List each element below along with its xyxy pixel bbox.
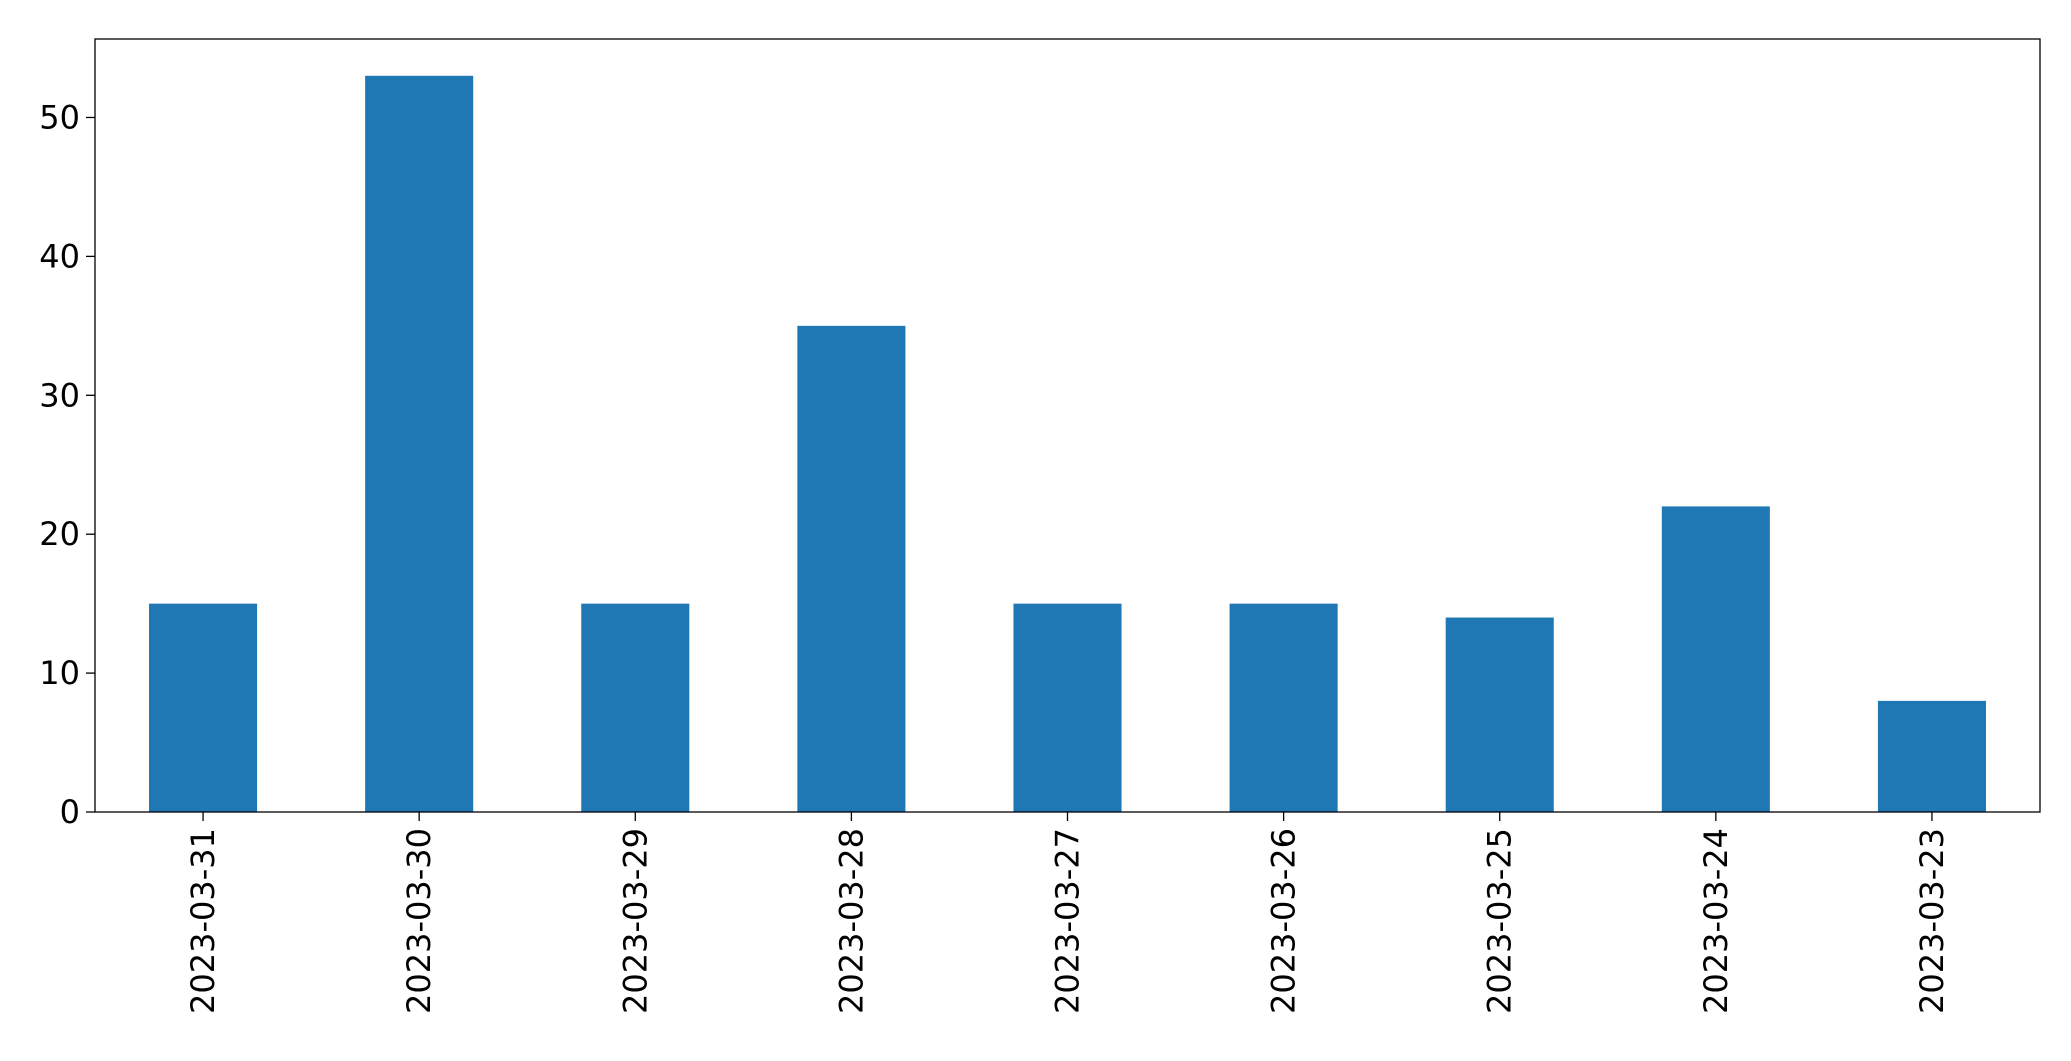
x-tick-label: 2023-03-27 xyxy=(1049,828,1087,1014)
y-tick-label: 30 xyxy=(39,376,80,414)
bar-2023-03-31 xyxy=(149,603,258,812)
y-tick-label: 40 xyxy=(39,237,80,275)
x-axis: 2023-03-31 2023-03-30 2023-03-29 2023-03-28… xyxy=(184,812,1951,1014)
bar-2023-03-25 xyxy=(1445,617,1554,812)
x-tick-label: 2023-03-29 xyxy=(616,828,654,1014)
bars-group xyxy=(149,75,1986,813)
x-tick-label: 2023-03-26 xyxy=(1265,828,1303,1014)
y-tick-label: 50 xyxy=(39,98,80,136)
y-axis: 0 10 20 30 40 50 xyxy=(39,98,95,831)
y-tick-label: 20 xyxy=(39,515,80,553)
bar-2023-03-30 xyxy=(365,75,474,813)
x-tick-label: 2023-03-31 xyxy=(184,828,222,1014)
x-tick-label: 2023-03-28 xyxy=(832,828,870,1014)
bar-2023-03-27 xyxy=(1013,603,1122,812)
bar-2023-03-26 xyxy=(1229,603,1338,812)
x-tick-label: 2023-03-25 xyxy=(1481,828,1519,1014)
plot-frame xyxy=(94,38,2041,813)
y-tick-label: 10 xyxy=(39,654,80,692)
x-tick-label: 2023-03-24 xyxy=(1697,828,1735,1014)
bar-2023-03-28 xyxy=(797,325,906,812)
x-tick-label: 2023-03-30 xyxy=(400,828,438,1014)
bar-2023-03-24 xyxy=(1661,506,1770,812)
bar-2023-03-23 xyxy=(1877,700,1986,812)
bar-2023-03-29 xyxy=(581,603,690,812)
x-tick-label: 2023-03-23 xyxy=(1913,828,1951,1014)
y-tick-label: 0 xyxy=(60,793,80,831)
